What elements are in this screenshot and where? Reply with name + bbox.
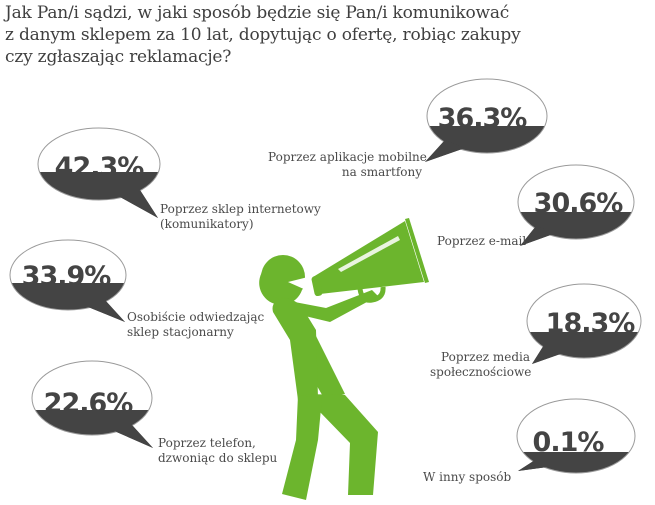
- label-inny-sposob: W inny sposób: [423, 470, 512, 484]
- speech-bubble-icon: 18.3%: [526, 283, 642, 364]
- value-inny-sposob: 0.1%: [533, 427, 605, 458]
- person-with-megaphone-icon: [259, 218, 429, 500]
- chart-title: Jak Pan/i sądzi, w jaki sposób będzie si…: [5, 2, 645, 68]
- speech-bubble-icon: 22.6%: [31, 360, 153, 448]
- value-sklep-internetowy: 42.3%: [55, 152, 145, 183]
- value-aplikacje-mobilne: 36.3%: [438, 103, 528, 134]
- label-media-spolecznosciowe: Poprzez media społecznościowe: [430, 350, 532, 379]
- title-line-3: czy zgłaszając reklamacje?: [5, 47, 232, 67]
- speech-bubble-icon: 33.9%: [9, 239, 127, 322]
- title-line-1: Jak Pan/i sądzi, w jaki sposób będzie si…: [5, 3, 510, 23]
- speech-bubble-icon: 30.6%: [517, 164, 635, 246]
- speech-bubble-icon: 0.1%: [516, 398, 636, 474]
- label-aplikacje-mobilne: Poprzez aplikacje mobilne na smartfony: [268, 150, 427, 179]
- label-email: Poprzez e-mail: [437, 234, 527, 248]
- value-media-spolecznosciowe: 18.3%: [546, 308, 636, 339]
- title-line-2: z danym sklepem za 10 lat, dopytując o o…: [5, 25, 521, 45]
- value-email: 30.6%: [534, 188, 624, 219]
- speech-bubble-icon: 42.3%: [37, 127, 161, 218]
- label-sklep-internetowy: Poprzez sklep internetowy (komunikatory): [160, 202, 321, 231]
- label-sklep-stacjonarny: Osobiście odwiedzając sklep stacjonarny: [127, 310, 265, 339]
- value-sklep-stacjonarny: 33.9%: [22, 261, 112, 292]
- speech-bubble-icon: 36.3%: [425, 78, 548, 162]
- label-telefon: Poprzez telefon, dzwoniąc do sklepu: [158, 436, 278, 465]
- value-telefon: 22.6%: [44, 388, 134, 419]
